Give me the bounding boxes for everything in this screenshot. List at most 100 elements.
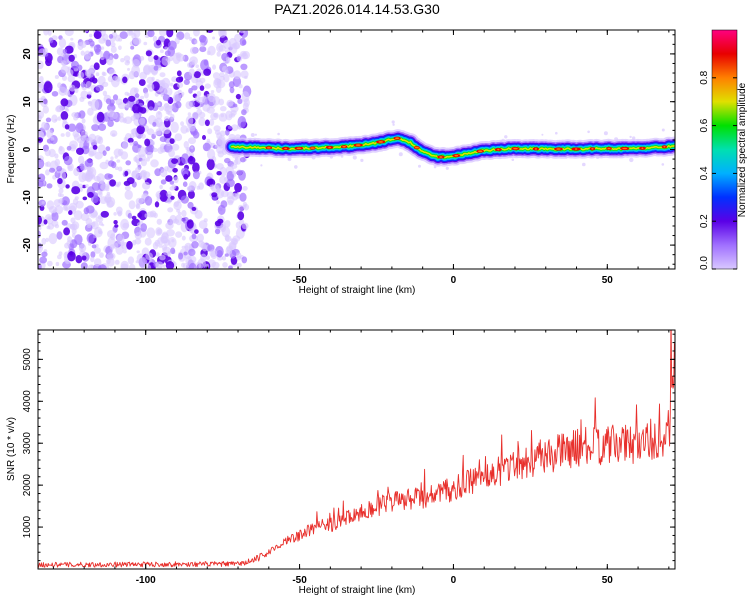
noise-speckle xyxy=(75,255,83,264)
noise-speckle xyxy=(169,186,175,191)
noise-speckle xyxy=(206,30,214,33)
noise-speckle xyxy=(153,65,159,71)
noise-speckle xyxy=(56,231,63,240)
noise-speckle xyxy=(145,252,153,260)
noise-speckle xyxy=(119,112,124,118)
noise-speckle xyxy=(164,102,170,108)
noise-speckle xyxy=(226,99,234,107)
noise-speckle xyxy=(75,122,84,134)
noise-speckle xyxy=(87,101,92,105)
noise-speckle xyxy=(190,146,194,150)
noise-speckle xyxy=(159,189,169,202)
noise-speckle xyxy=(226,170,234,182)
noise-speckle xyxy=(54,75,60,79)
noise-speckle xyxy=(115,34,121,42)
noise-speckle xyxy=(61,219,68,226)
noise-speckle xyxy=(228,265,233,269)
noise-speckle xyxy=(54,224,60,229)
noise-speckle xyxy=(216,132,223,140)
noise-speckle xyxy=(109,244,115,250)
noise-speckle xyxy=(114,166,119,170)
x-tick-label: 0 xyxy=(451,275,457,286)
noise-speckle xyxy=(107,109,114,118)
noise-speckle xyxy=(60,111,69,121)
y-tick-label: 3000 xyxy=(22,432,33,455)
noise-speckle xyxy=(91,182,101,191)
snr-data xyxy=(38,330,675,568)
noise-speckle xyxy=(98,264,107,269)
noise-speckle xyxy=(175,231,183,238)
noise-speckle xyxy=(106,252,116,261)
noise-speckle xyxy=(62,119,67,124)
noise-speckle xyxy=(38,158,45,169)
noise-speckle xyxy=(162,94,170,102)
noise-speckle xyxy=(129,141,134,146)
noise-speckle xyxy=(89,33,93,38)
noise-speckle xyxy=(133,30,141,38)
noise-speckle xyxy=(154,91,159,97)
noise-speckle xyxy=(223,73,230,83)
noise-speckle xyxy=(183,79,190,85)
noise-speckle xyxy=(123,55,131,62)
noise-speckle xyxy=(165,175,173,182)
noise-speckle xyxy=(56,165,63,172)
noise-speckle xyxy=(55,261,60,267)
noise-speckle xyxy=(64,30,74,37)
noise-speckle xyxy=(71,233,76,238)
noise-speckle xyxy=(136,125,145,135)
noise-speckle xyxy=(146,211,155,218)
noise-speckle xyxy=(214,144,219,148)
figure-title: PAZ1.2026.014.14.53.G30 xyxy=(274,1,440,17)
faint-speckle xyxy=(541,133,544,136)
faint-speckle xyxy=(294,165,298,169)
noise-speckle xyxy=(207,45,216,56)
noise-speckle xyxy=(61,52,65,58)
noise-speckle xyxy=(128,264,136,269)
noise-speckle xyxy=(171,76,178,83)
noise-speckle xyxy=(138,79,146,86)
noise-speckle xyxy=(187,156,196,165)
noise-speckle xyxy=(123,180,131,187)
faint-speckle xyxy=(360,158,364,162)
noise-speckle xyxy=(143,176,148,181)
noise-speckle xyxy=(219,72,225,78)
noise-speckle xyxy=(242,102,249,111)
noise-speckle xyxy=(57,178,63,185)
noise-speckle xyxy=(78,183,83,189)
faint-speckle xyxy=(629,157,634,163)
noise-speckle xyxy=(38,180,44,188)
noise-speckle xyxy=(124,91,129,96)
noise-speckle xyxy=(160,179,167,185)
noise-speckle xyxy=(155,252,160,257)
x-tick-label: -100 xyxy=(136,575,156,586)
noise-speckle xyxy=(164,87,173,96)
noise-speckle xyxy=(148,106,154,111)
faint-speckle xyxy=(277,132,280,136)
noise-speckle xyxy=(139,172,143,177)
noise-speckle xyxy=(188,126,196,132)
noise-speckle xyxy=(102,150,107,157)
noise-speckle xyxy=(194,229,199,235)
noise-speckle xyxy=(243,203,250,211)
noise-speckle xyxy=(67,75,75,83)
colorbar-label: Normalized spectral amplitude xyxy=(737,82,748,217)
noise-speckle xyxy=(216,51,221,57)
noise-speckle xyxy=(38,110,45,119)
noise-speckle xyxy=(52,209,57,214)
noise-speckle xyxy=(211,261,220,269)
noise-speckle xyxy=(199,34,207,43)
noise-speckle xyxy=(58,38,67,48)
noise-speckle xyxy=(126,30,134,36)
noise-speckle xyxy=(233,70,242,80)
noise-speckle xyxy=(48,148,56,158)
noise-speckle xyxy=(46,225,51,230)
noise-speckle xyxy=(147,82,155,92)
noise-speckle xyxy=(103,50,111,60)
noise-speckle xyxy=(114,259,120,265)
noise-speckle xyxy=(134,232,143,240)
noise-speckle xyxy=(99,196,108,205)
noise-speckle xyxy=(137,146,147,158)
faint-speckle xyxy=(254,133,257,136)
ridge-peak-core xyxy=(266,147,271,149)
x-tick-label: -100 xyxy=(136,275,156,286)
